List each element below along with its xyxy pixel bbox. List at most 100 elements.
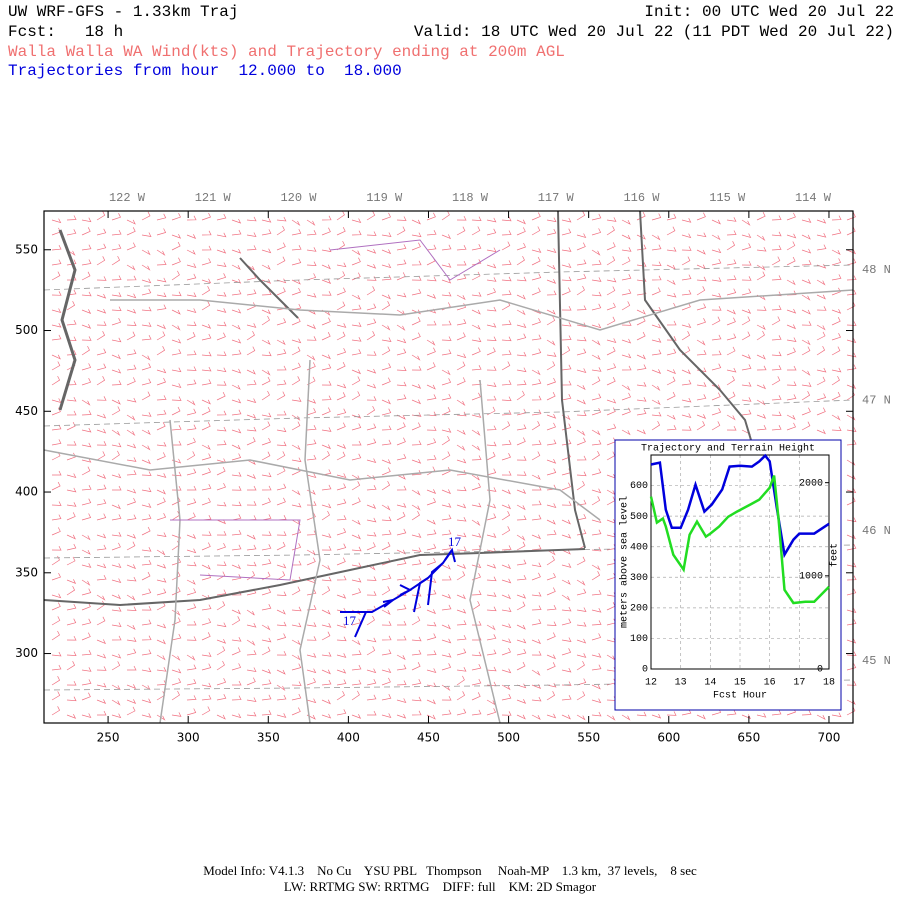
wind-barb — [156, 422, 166, 431]
wind-barb — [636, 711, 647, 717]
wind-barb — [246, 346, 256, 356]
wind-barb — [351, 218, 362, 224]
wind-barb — [201, 245, 212, 251]
wind-barb — [321, 545, 332, 551]
wind-barb — [336, 593, 347, 599]
wind-barb — [126, 576, 137, 582]
wind-barb — [381, 713, 392, 718]
wind-barb — [711, 234, 721, 241]
wind-barb — [606, 277, 617, 283]
wind-barb — [171, 309, 181, 315]
wind-barb — [81, 563, 92, 568]
wind-barb — [336, 210, 345, 221]
wind-barb — [186, 579, 196, 585]
wind-barb — [276, 216, 287, 222]
wind-barb — [411, 470, 422, 476]
wind-barb — [546, 632, 556, 641]
wind-barb — [321, 679, 332, 686]
wind-barb — [441, 278, 452, 284]
wind-barb — [501, 440, 512, 446]
wind-barb — [186, 424, 197, 431]
wind-barb — [531, 619, 542, 626]
wind-barb — [651, 338, 662, 343]
wind-barb — [81, 427, 92, 433]
wind-barb — [51, 616, 61, 626]
wind-barb — [381, 337, 392, 342]
wind-barb — [126, 377, 136, 386]
wind-barb — [456, 503, 467, 509]
wind-barb — [216, 714, 226, 720]
wind-barb — [96, 331, 106, 341]
wind-barb — [531, 591, 542, 597]
wind-barb — [726, 217, 737, 222]
wind-barb — [531, 534, 542, 540]
wind-barb — [606, 714, 616, 721]
wind-barb — [651, 369, 662, 374]
wind-barb — [306, 605, 317, 611]
wind-barb — [591, 213, 602, 221]
wind-barb — [576, 480, 585, 491]
wind-barb — [111, 578, 122, 584]
wind-barb — [771, 425, 782, 431]
wind-barb — [396, 698, 407, 703]
wind-barb — [471, 347, 481, 356]
wind-barb — [711, 277, 722, 282]
wind-barb — [471, 590, 482, 596]
wind-barb — [201, 573, 212, 581]
wind-barb — [366, 438, 377, 446]
wind-barb — [561, 549, 571, 555]
wind-barb — [786, 290, 797, 296]
wind-barb — [426, 438, 437, 446]
wind-barb — [486, 451, 496, 461]
wind-barb — [51, 572, 61, 581]
wind-barb — [816, 367, 827, 373]
wind-barb — [561, 439, 572, 446]
wind-barb — [531, 379, 542, 386]
wind-barb — [351, 690, 360, 701]
wind-barb — [336, 528, 347, 536]
wind-barb — [186, 654, 196, 661]
wind-barb — [471, 324, 481, 330]
wind-barb — [606, 407, 616, 416]
wind-barb — [216, 308, 227, 313]
wind-barb — [366, 646, 376, 656]
wind-barb — [351, 577, 362, 583]
x-tick-label: 650 — [737, 731, 760, 745]
boundary — [329, 239, 501, 281]
y-tick-label: 450 — [15, 404, 38, 418]
lon-label: 121 W — [195, 191, 232, 205]
wind-barb — [846, 301, 856, 311]
y-tick-label: 400 — [630, 542, 648, 553]
wind-barb — [621, 338, 632, 344]
wind-barb — [801, 382, 812, 387]
wind-barb — [261, 309, 271, 315]
wind-barb — [456, 353, 467, 359]
wind-barb — [96, 276, 107, 281]
wind-barb — [66, 502, 77, 507]
wind-barb — [591, 653, 602, 658]
wind-barb — [591, 664, 602, 671]
wind-barb — [696, 303, 707, 311]
wind-barb — [471, 572, 481, 581]
wind-barb — [81, 650, 92, 656]
wind-barb — [81, 291, 92, 297]
wind-barb — [171, 367, 182, 373]
wind-barb — [636, 364, 647, 371]
wind-barb — [141, 526, 151, 536]
wind-barb — [456, 564, 467, 569]
wind-barb — [771, 231, 782, 237]
wind-barb — [66, 512, 76, 521]
wind-barb — [397, 620, 407, 626]
wind-barb — [141, 487, 152, 493]
wind-barb — [96, 348, 107, 356]
x-tick-label: 12 — [645, 678, 657, 689]
wind-barb — [396, 528, 407, 536]
wind-barb — [486, 382, 497, 387]
wind-barb — [51, 375, 61, 386]
wind-barb — [546, 691, 556, 701]
wind-barb — [501, 290, 512, 296]
wind-barb — [396, 366, 407, 371]
wind-barb — [306, 489, 316, 496]
wind-barb — [426, 347, 436, 356]
